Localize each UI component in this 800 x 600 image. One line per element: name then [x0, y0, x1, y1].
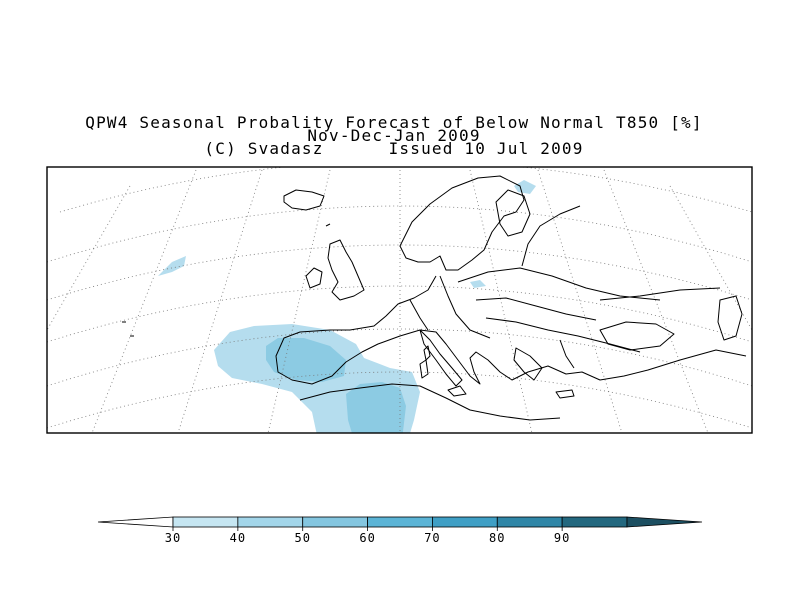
map-area: [47, 167, 752, 433]
map-title: QPW4 Seasonal Probality Forecast of Belo…: [0, 113, 788, 158]
colorbar-segment-3: [302, 516, 368, 528]
title-line-2: Nov-Dec-Jan 2009: [307, 126, 481, 145]
coast-scandinavia: [399, 175, 525, 271]
coast-sicily: [447, 385, 467, 397]
border-2: [457, 267, 661, 301]
colorbar-segment-7: [561, 516, 628, 528]
shade-atlantic-north: [158, 256, 186, 276]
colorbar-segment-1: [172, 516, 239, 528]
coast-faroe: [325, 223, 331, 227]
coastlines: [122, 175, 747, 421]
colorbar-tick-label: 60: [359, 531, 375, 545]
coast-britain: [327, 239, 365, 301]
shade-iberia-inner: [266, 338, 346, 382]
coast-north-africa: [299, 383, 561, 421]
coast-sardinia: [419, 359, 429, 379]
colorbar-tick-label: 70: [424, 531, 440, 545]
coast-italy: [419, 329, 463, 387]
coast-azores: [122, 321, 134, 337]
colorbar-tick-label: 90: [554, 531, 570, 545]
probability-shading: [158, 180, 536, 433]
colorbar-segment-below: [97, 516, 174, 528]
coast-ireland: [305, 267, 323, 289]
shade-north-africa: [346, 382, 406, 433]
colorbar-segment-5: [432, 516, 498, 528]
coast-mainland: [275, 275, 747, 385]
border-7: [559, 339, 575, 369]
coast-corsica: [423, 345, 431, 361]
map-frame: [46, 166, 753, 434]
shade-poland: [470, 280, 486, 288]
coast-iceland: [283, 189, 325, 211]
colorbar-tick-label: 50: [294, 531, 310, 545]
coast-black-sea: [599, 321, 675, 351]
colorbar-tick-label: 80: [489, 531, 505, 545]
title-line-3: (C) Svadasz Issued 10 Jul 2009: [204, 139, 584, 158]
coast-crete: [555, 389, 575, 399]
border-1: [439, 275, 491, 339]
colorbar-segment-6: [496, 516, 563, 528]
colorbar-segment-above: [626, 516, 703, 528]
border-8: [409, 299, 429, 331]
colorbar-tick-label: 30: [165, 531, 181, 545]
coast-caspian: [717, 295, 743, 341]
shade-baltic: [514, 180, 536, 194]
coast-greece: [513, 347, 543, 381]
colorbar-segment-4: [367, 516, 433, 528]
graticule: [47, 167, 752, 433]
border-4: [485, 317, 641, 353]
border-3: [475, 297, 597, 321]
colorbar: 30 40 50 60 70 80 90: [97, 516, 703, 545]
colorbar-tick-label: 40: [230, 531, 246, 545]
border-5: [521, 205, 581, 267]
coast-finland: [495, 189, 531, 237]
border-6: [599, 287, 721, 301]
title-line-1: QPW4 Seasonal Probality Forecast of Belo…: [85, 113, 703, 132]
colorbar-segment-2: [237, 516, 304, 528]
